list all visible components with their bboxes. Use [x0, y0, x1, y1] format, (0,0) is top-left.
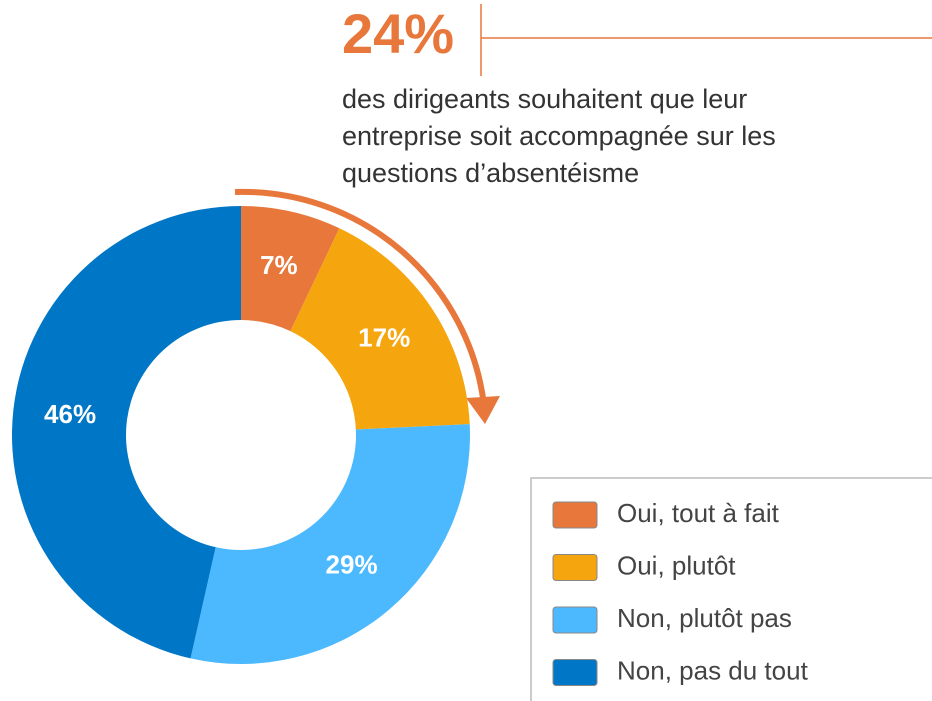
- legend-swatch: [552, 501, 598, 529]
- legend-swatch: [552, 659, 598, 686]
- legend-label: Non, pas du tout: [617, 655, 809, 685]
- legend-label: Oui, tout à fait: [617, 498, 780, 528]
- legend-label: Non, plutôt pas: [617, 603, 792, 633]
- arrow-head: [466, 396, 500, 424]
- slice-label: 29%: [326, 550, 378, 580]
- slice-label: 46%: [44, 399, 96, 429]
- annotation-text: questions d’absentéisme: [342, 158, 639, 188]
- legend-swatch: [552, 554, 598, 581]
- annotation-text: des dirigeants souhaitent que leur: [342, 84, 747, 114]
- slice: [12, 206, 241, 659]
- annotation-text: entreprise soit accompagnée sur les: [342, 121, 776, 151]
- slice: [290, 228, 470, 430]
- legend-swatch: [552, 606, 598, 634]
- slice: [190, 424, 471, 664]
- slice: [241, 206, 340, 332]
- legend-frame: [530, 477, 932, 701]
- annotation-highlight: 24%: [342, 2, 454, 65]
- slice-label: 17%: [358, 323, 410, 353]
- legend-label: Oui, plutôt: [617, 550, 736, 580]
- arrow: [234, 188, 487, 406]
- slice-label: 7%: [260, 250, 298, 280]
